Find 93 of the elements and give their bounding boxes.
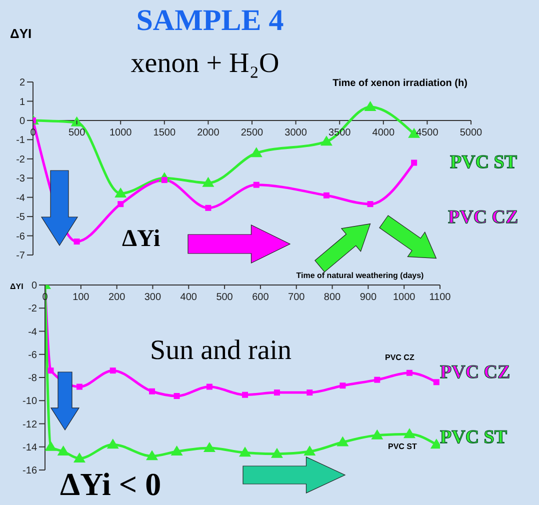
point: [48, 368, 54, 374]
x-tick-label: 100: [72, 292, 90, 303]
point: [250, 147, 262, 158]
point: [306, 390, 313, 396]
y-tick-label: -14: [22, 442, 38, 454]
point: [206, 384, 212, 390]
point: [367, 201, 374, 208]
series-label: PVC ST: [450, 152, 518, 173]
x-tick-label: 1100: [429, 292, 452, 303]
annotation: PVC ST: [388, 442, 417, 451]
point: [253, 182, 260, 188]
x-axis-title: Time of xenon irradiation (h): [332, 78, 468, 89]
y-axis-title: ΔYI: [10, 26, 32, 41]
point: [57, 446, 70, 456]
x-tick-label: 1000: [392, 292, 416, 303]
x-tick-label: 4500: [416, 127, 439, 138]
point: [146, 450, 158, 460]
point: [239, 446, 252, 457]
x-tick-label: 500: [68, 127, 86, 138]
point: [403, 428, 416, 438]
y-tick-label: 1: [19, 96, 26, 108]
point: [406, 370, 412, 376]
point: [76, 384, 82, 390]
x-tick-label: 4000: [372, 127, 395, 138]
y-tick-label: -3: [16, 174, 26, 185]
series-label: PVC CZ: [440, 362, 510, 383]
point: [411, 160, 418, 166]
x-tick-label: 700: [288, 292, 306, 303]
x-tick-label: 600: [252, 292, 270, 303]
point: [73, 452, 86, 462]
annotation: ΔYi: [122, 226, 160, 252]
x-tick-label: 300: [144, 292, 162, 303]
point: [374, 376, 380, 383]
y-tick-label: -16: [22, 466, 38, 477]
point: [110, 368, 116, 374]
point: [174, 393, 180, 399]
point: [205, 204, 212, 211]
point: [304, 446, 316, 456]
y-tick-label: -10: [22, 396, 38, 408]
point: [270, 448, 283, 458]
x-tick-label: 3000: [284, 127, 308, 138]
point: [74, 238, 80, 245]
x-axis-title: Time of natural weathering (days): [296, 271, 424, 280]
y-tick-label: -2: [16, 154, 26, 166]
point: [336, 436, 349, 446]
point: [320, 136, 332, 146]
text: PVC CZ: [448, 207, 518, 228]
annotation: PVC CZ: [385, 353, 414, 362]
x-tick-label: 200: [108, 292, 126, 303]
y-tick-label: 0: [19, 116, 26, 127]
y-tick-label: -1: [16, 135, 26, 146]
y-tick-label: -6: [16, 231, 26, 242]
point: [45, 440, 57, 451]
y-tick-label: 0: [31, 280, 38, 292]
point: [106, 438, 119, 449]
x-tick-label: 5000: [460, 127, 483, 138]
x-tick-label: 1000: [109, 127, 132, 138]
chart-subtitle: xenon + H₂O: [130, 48, 280, 79]
x-tick-label: 2500: [240, 127, 264, 138]
y-tick-label: -7: [16, 250, 26, 262]
point: [274, 390, 280, 396]
annotation: Sun and rain: [150, 335, 292, 366]
y-tick-label: -6: [28, 350, 38, 361]
y-tick-label: -4: [16, 192, 26, 204]
series-label: PVC ST: [440, 427, 508, 448]
point: [323, 192, 330, 198]
x-tick-label: 800: [324, 292, 342, 303]
point: [202, 176, 214, 187]
y-tick-label: -12: [22, 419, 38, 430]
y-axis-title: ΔYI: [10, 282, 24, 291]
point: [340, 382, 346, 389]
x-tick-label: 900: [360, 292, 377, 303]
point: [114, 187, 127, 198]
point: [433, 379, 440, 386]
annotation: ΔYi < 0: [60, 466, 162, 502]
point: [118, 201, 124, 208]
y-tick-label: -5: [16, 212, 26, 224]
x-tick-label: 400: [180, 292, 198, 303]
point: [242, 392, 248, 398]
y-tick-label: -2: [28, 304, 38, 315]
x-tick-label: 1500: [153, 127, 176, 138]
chart-title: SAMPLE 4: [136, 4, 284, 37]
point: [203, 442, 216, 452]
point: [364, 100, 376, 111]
point: [149, 388, 156, 394]
y-tick-label: -4: [28, 326, 38, 338]
x-tick-label: 2000: [197, 127, 220, 138]
point: [70, 116, 83, 126]
point: [371, 429, 384, 440]
point: [170, 446, 183, 456]
x-tick-label: 500: [216, 292, 234, 303]
y-tick-label: 2: [19, 78, 26, 89]
y-tick-label: -8: [28, 373, 38, 384]
